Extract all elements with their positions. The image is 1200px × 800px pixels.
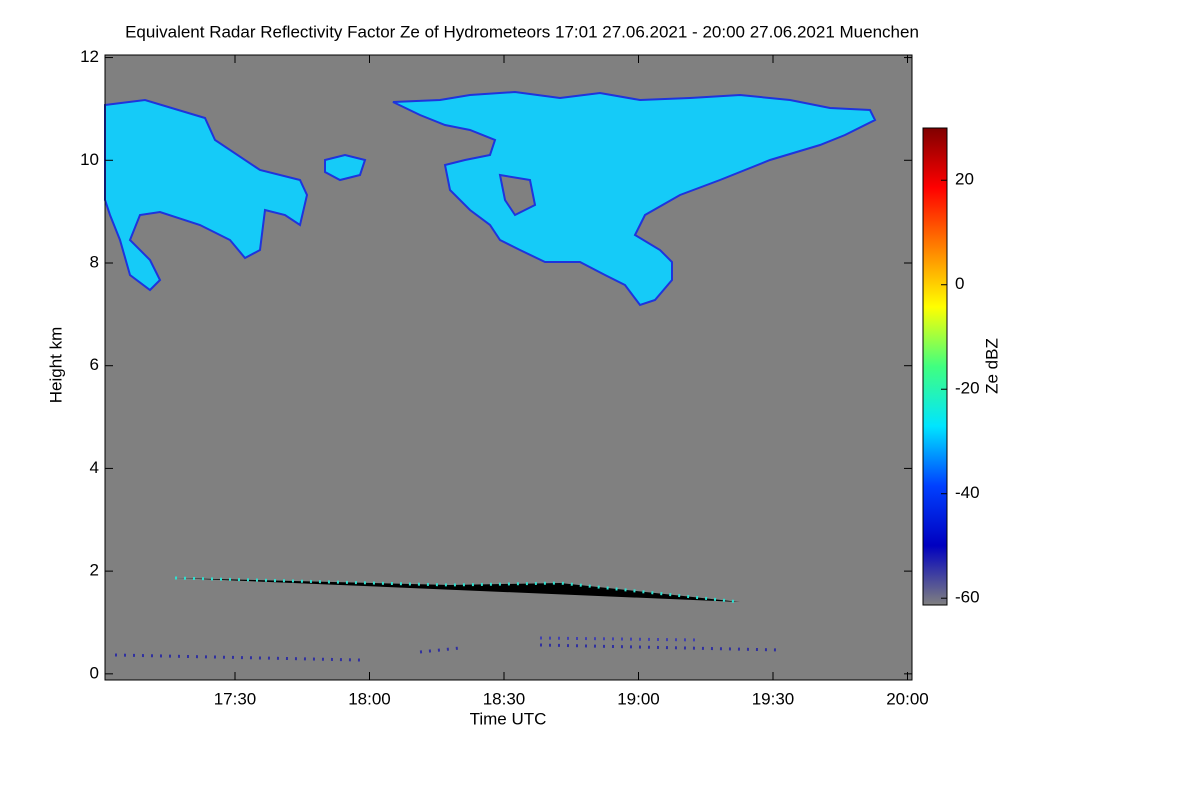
y-tick-label: 0 xyxy=(90,663,99,682)
y-tick-label: 12 xyxy=(80,47,99,66)
x-tick-label: 19:00 xyxy=(617,689,660,708)
y-tick-label: 4 xyxy=(90,458,99,477)
x-tick-label: 19:30 xyxy=(752,689,795,708)
y-tick-label: 10 xyxy=(80,150,99,169)
plot-frame xyxy=(104,54,913,681)
colorbar-tick-label: -20 xyxy=(955,379,980,398)
low-echo xyxy=(114,576,781,662)
x-tick-label: 17:30 xyxy=(214,689,257,708)
colorbar-label: Ze dBZ xyxy=(982,338,1001,394)
y-tick-label: 8 xyxy=(90,252,99,271)
colorbar-tick-label: -60 xyxy=(955,588,980,607)
y-axis-label: Height km xyxy=(46,327,65,404)
echo-clouds xyxy=(104,90,877,307)
y-tick-label: 2 xyxy=(90,561,99,580)
colorbar-tick-label: -40 xyxy=(955,483,980,502)
x-tick-label: 18:00 xyxy=(348,689,391,708)
colorbar-tick-label: 20 xyxy=(955,170,974,189)
y-tick-label: 6 xyxy=(90,355,99,374)
chart-title: Equivalent Radar Reflectivity Factor Ze … xyxy=(125,22,919,41)
colorbar-tick-label: 0 xyxy=(955,274,964,293)
colorbar xyxy=(922,127,948,606)
x-axis-label: Time UTC xyxy=(470,709,547,728)
x-tick-label: 20:00 xyxy=(886,689,929,708)
x-tick-label: 18:30 xyxy=(483,689,526,708)
